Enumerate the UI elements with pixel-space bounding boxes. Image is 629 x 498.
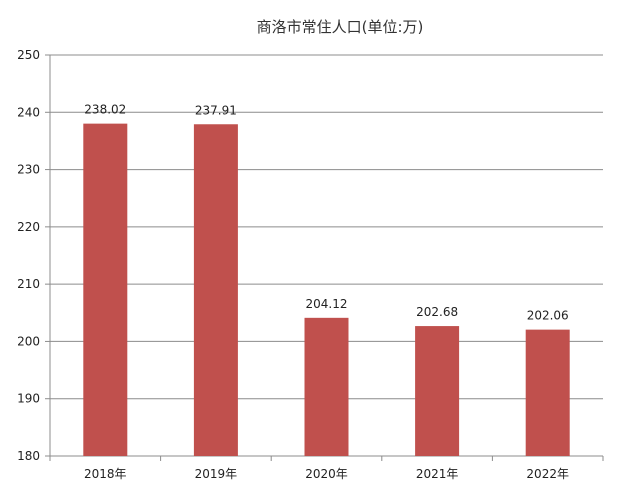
bars — [83, 123, 570, 457]
bar — [83, 123, 128, 456]
bar — [415, 326, 460, 456]
x-tick-label: 2020年 — [305, 467, 348, 481]
y-tick-label: 190 — [17, 392, 40, 406]
y-tick-label: 210 — [17, 277, 40, 291]
x-tick-label: 2019年 — [195, 467, 238, 481]
bar — [304, 317, 349, 456]
data-label: 238.02 — [84, 103, 126, 117]
x-tick-label: 2018年 — [84, 467, 127, 481]
y-tick-label: 240 — [17, 105, 40, 119]
data-label: 237.91 — [195, 103, 237, 117]
y-tick-label: 250 — [17, 48, 40, 62]
data-label: 202.06 — [527, 309, 569, 323]
bar — [193, 124, 238, 457]
x-tick-label: 2021年 — [416, 467, 459, 481]
bar — [525, 329, 570, 456]
chart-title: 商洛市常住人口(单位:万) — [256, 18, 424, 36]
y-tick-label: 230 — [17, 163, 40, 177]
x-tick-label: 2022年 — [526, 467, 569, 481]
data-label: 204.12 — [306, 297, 348, 311]
y-tick-label: 220 — [17, 220, 40, 234]
labels: 180 190 200 210 220 230 240 250 238.02 2018年 237.9… — [17, 48, 569, 481]
data-label: 202.68 — [416, 305, 458, 319]
y-tick-label: 180 — [17, 449, 40, 463]
y-tick-label: 200 — [17, 334, 40, 348]
